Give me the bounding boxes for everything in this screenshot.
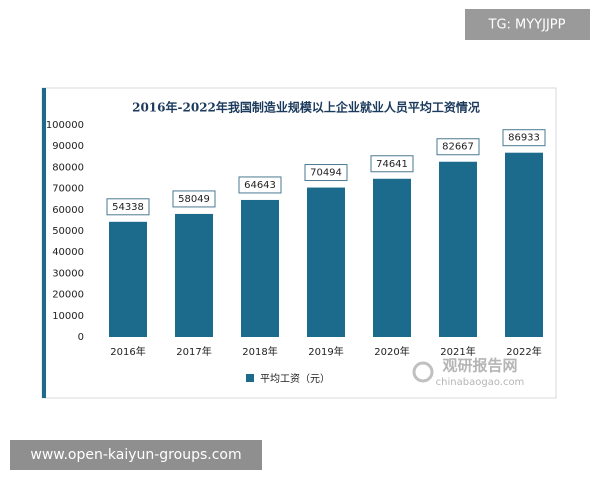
y-tick-label: 60000 xyxy=(52,205,84,216)
watermark-name: 观研报告网 xyxy=(442,357,517,375)
top-tag: TG: MYYJJPP xyxy=(488,18,566,33)
watermark-site: chinabaogao.com xyxy=(436,377,525,388)
data-label: 64643 xyxy=(244,180,276,191)
y-tick-label: 50000 xyxy=(52,226,84,237)
y-tick-label: 20000 xyxy=(52,290,84,301)
data-label-box xyxy=(172,190,216,208)
x-tick-label: 2016年 xyxy=(110,345,145,358)
tag-box xyxy=(465,9,590,40)
bar xyxy=(439,161,477,337)
y-tick-label: 40000 xyxy=(52,247,84,258)
chart-title: 2016年-2022年我国制造业规模以上企业就业人员平均工资情况 xyxy=(132,100,480,115)
data-label: 74641 xyxy=(376,159,408,170)
y-tick-label: 70000 xyxy=(52,184,84,195)
x-tick-label: 2021年 xyxy=(440,345,475,358)
data-label: 70494 xyxy=(310,168,342,179)
y-tick-label: 30000 xyxy=(52,268,84,279)
bar xyxy=(175,213,213,337)
y-tick-label: 80000 xyxy=(52,162,84,173)
data-label-box xyxy=(370,155,414,173)
data-label: 86933 xyxy=(508,133,540,144)
x-tick-label: 2020年 xyxy=(374,345,409,358)
x-tick-label: 2017年 xyxy=(176,345,211,358)
panel-strip xyxy=(42,88,46,398)
url-box xyxy=(10,440,262,470)
data-label-box xyxy=(238,176,282,194)
x-tick-label: 2019年 xyxy=(308,345,343,358)
data-label-box xyxy=(436,138,480,156)
x-tick-label: 2018年 xyxy=(242,345,277,358)
data-label: 58049 xyxy=(178,194,210,205)
x-tick-label: 2022年 xyxy=(506,345,541,358)
data-label-box xyxy=(304,164,348,182)
bar xyxy=(373,178,411,337)
y-tick-label: 100000 xyxy=(46,120,84,131)
bottom-url: www.open-kaiyun-groups.com xyxy=(30,447,241,463)
data-label-box xyxy=(106,198,150,216)
bar xyxy=(109,221,147,337)
y-tick-label: 0 xyxy=(78,332,84,343)
bar xyxy=(505,152,543,337)
bar xyxy=(307,187,345,337)
bar xyxy=(241,199,279,337)
legend-label: 平均工资（元） xyxy=(260,373,330,385)
watermark-logo xyxy=(412,361,434,383)
data-label: 54338 xyxy=(112,202,144,213)
legend-swatch xyxy=(246,374,254,382)
y-tick-label: 90000 xyxy=(52,141,84,152)
data-label-box xyxy=(502,129,546,147)
y-tick-label: 10000 xyxy=(52,311,84,322)
data-label: 82667 xyxy=(442,142,474,153)
